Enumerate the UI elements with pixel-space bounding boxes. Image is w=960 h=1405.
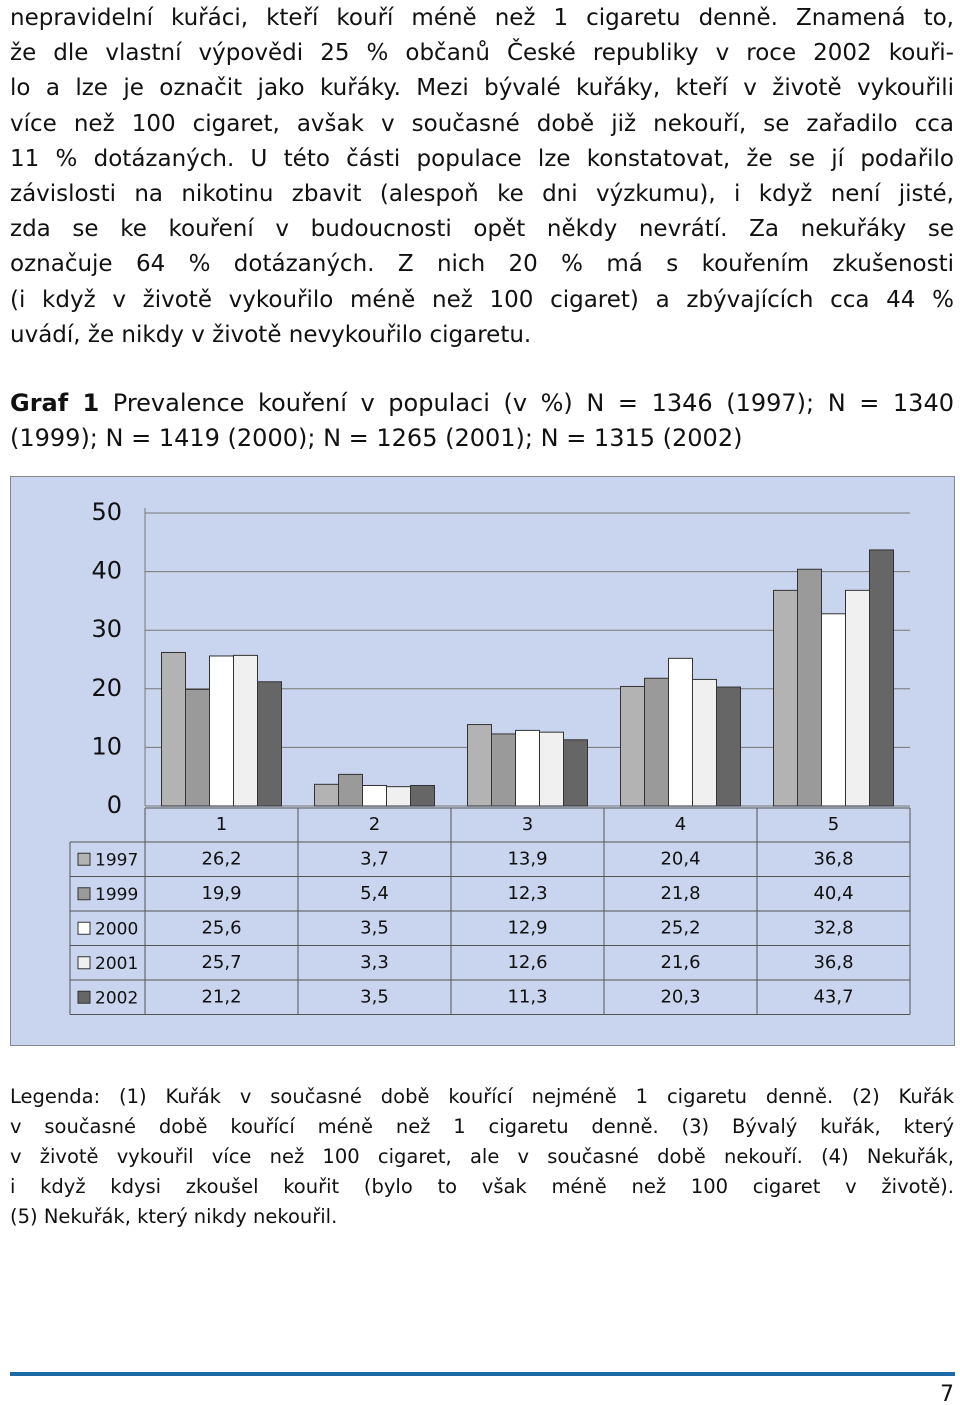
bar xyxy=(209,655,234,807)
body-line: uvádí, že nikdy v životě nevykouřilo cig… xyxy=(10,321,532,348)
figure-caption: Graf 1 Prevalence kouření v populaci (v … xyxy=(10,386,954,456)
y-tick-label: 50 xyxy=(91,498,122,526)
value-label: 13,9 xyxy=(507,848,547,869)
chart: 0 10 20 30 40 50 1 2 3 4 5 1997 26,2 3,7 13,9 20,4 36,8 1… xyxy=(10,476,955,1046)
bar xyxy=(821,613,846,807)
bar xyxy=(845,589,870,807)
value-label: 26,2 xyxy=(201,848,241,869)
value-label: 21,8 xyxy=(660,883,700,904)
value-label: 12,6 xyxy=(507,952,547,973)
body-line: (i když v životě vykouřilo méně než 100 … xyxy=(10,286,954,313)
bar xyxy=(644,677,669,807)
value-label: 25,7 xyxy=(201,952,241,973)
bar xyxy=(467,724,492,807)
body-line: lo a lze je označit jako kuřáky. Mezi bý… xyxy=(10,75,954,102)
x-tick-label: 5 xyxy=(828,814,839,835)
value-label: 36,8 xyxy=(813,952,853,973)
value-label: 21,6 xyxy=(660,952,700,973)
legend-label: 2000 xyxy=(95,919,138,939)
y-tick-label: 10 xyxy=(91,732,122,760)
bar xyxy=(515,729,540,807)
bar xyxy=(869,549,894,807)
value-label: 3,5 xyxy=(360,986,389,1007)
body-line: že dle vlastní výpovědi 25 % občanů Česk… xyxy=(10,40,954,67)
value-label: 21,2 xyxy=(201,986,241,1007)
bar xyxy=(773,589,798,807)
legend-swatch xyxy=(77,852,91,866)
bar xyxy=(233,654,258,807)
legend-label: 2001 xyxy=(95,954,138,974)
bar xyxy=(620,685,645,807)
value-label: 5,4 xyxy=(360,883,389,904)
value-label: 3,5 xyxy=(360,917,389,938)
legend-line: v současné době kouřící méně než 1 cigar… xyxy=(10,1115,954,1138)
value-label: 19,9 xyxy=(201,883,241,904)
legend-swatch xyxy=(77,990,91,1004)
body-line: závislosti na nikotinu zbavit (alespoň k… xyxy=(10,181,954,207)
value-label: 25,2 xyxy=(660,917,700,938)
value-label: 3,7 xyxy=(360,848,389,869)
legend-label: 1997 xyxy=(95,850,138,870)
bar xyxy=(716,686,741,807)
x-tick-label: 1 xyxy=(216,814,227,835)
bar xyxy=(314,783,339,807)
legend-line: i když kdysi zkoušel kouřit (bylo to vša… xyxy=(10,1175,954,1198)
bar xyxy=(386,786,411,807)
y-tick-label: 30 xyxy=(91,615,122,643)
value-label: 32,8 xyxy=(813,917,853,938)
value-label: 12,9 xyxy=(507,917,547,938)
legend-label: 2002 xyxy=(95,988,138,1008)
body-line: zda se ke kouření v budoucnosti opět něk… xyxy=(10,216,954,243)
bar xyxy=(563,739,588,807)
bar xyxy=(692,678,717,807)
legend-swatch xyxy=(77,921,91,935)
value-label: 36,8 xyxy=(813,848,853,869)
legend-label: 1999 xyxy=(95,885,138,905)
value-label: 40,4 xyxy=(813,883,853,904)
legend-line: (5) Nekuřák, který nikdy nekouřil. xyxy=(10,1205,338,1228)
bar xyxy=(161,651,186,807)
bar xyxy=(668,657,693,807)
bar xyxy=(338,773,363,807)
caption-text: Prevalence kouření v populaci (v %) N = … xyxy=(10,389,954,452)
legend-swatch xyxy=(77,956,91,970)
caption-label: Graf 1 xyxy=(10,389,100,417)
legend-swatch xyxy=(77,887,91,901)
page-number: 7 xyxy=(940,1382,954,1405)
y-tick-label: 40 xyxy=(91,557,122,585)
y-tick-label: 0 xyxy=(107,791,122,819)
bar xyxy=(185,688,210,807)
legend-line: v životě vykouřil více než 100 cigaret, … xyxy=(10,1145,954,1168)
bar xyxy=(539,731,564,807)
x-tick-label: 2 xyxy=(369,814,380,835)
value-label: 12,3 xyxy=(507,883,547,904)
body-line: nepravidelní kuřáci, kteří kouří méně ne… xyxy=(10,5,954,31)
x-tick-label: 4 xyxy=(675,814,686,835)
rule xyxy=(10,1372,955,1376)
value-label: 20,3 xyxy=(660,986,700,1007)
body-line: označuje 64 % dotázaných. Z nich 20 % má… xyxy=(10,251,954,278)
value-label: 20,4 xyxy=(660,848,700,869)
value-label: 43,7 xyxy=(813,986,853,1007)
bar xyxy=(362,784,387,807)
bar xyxy=(257,681,282,807)
bar xyxy=(410,784,435,807)
body-line: 11 % dotázaných. U této části populace l… xyxy=(10,145,954,172)
value-label: 11,3 xyxy=(507,986,547,1007)
value-label: 25,6 xyxy=(201,917,241,938)
bar xyxy=(491,733,516,807)
body-line: více než 100 cigaret, avšak v současné d… xyxy=(10,110,954,137)
x-tick-label: 3 xyxy=(522,814,533,835)
y-tick-label: 20 xyxy=(91,674,122,702)
bar xyxy=(797,568,822,807)
value-label: 3,3 xyxy=(360,952,389,973)
legend-line: Legenda: (1) Kuřák v současné době kouří… xyxy=(10,1085,954,1108)
